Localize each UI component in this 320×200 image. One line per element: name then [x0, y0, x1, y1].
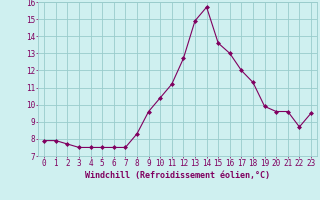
X-axis label: Windchill (Refroidissement éolien,°C): Windchill (Refroidissement éolien,°C)	[85, 171, 270, 180]
